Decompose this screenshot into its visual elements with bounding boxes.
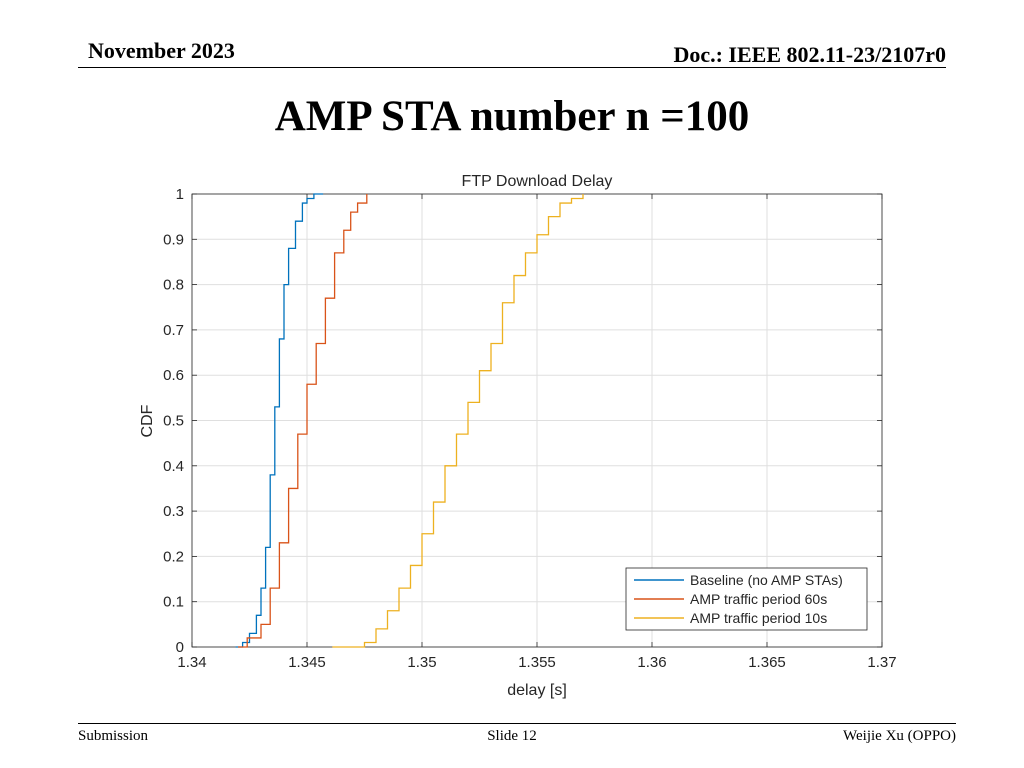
legend-label-1: Baseline (no AMP STAs) — [690, 572, 843, 588]
x-tick-label: 1.36 — [637, 654, 666, 671]
y-axis-label: CDF — [139, 404, 156, 437]
y-tick-label: 0.1 — [163, 594, 184, 611]
y-tick-label: 0.7 — [163, 322, 184, 339]
header-doc-id: Doc.: IEEE 802.11-23/2107r0 — [673, 42, 946, 67]
header-divider — [78, 67, 946, 68]
y-tick-label: 0.2 — [163, 548, 184, 565]
footer-submission: Submission — [78, 728, 149, 744]
series-line-2 — [238, 194, 368, 648]
footer-slide-number: Slide 12 — [487, 728, 537, 744]
grid-lines — [191, 193, 883, 648]
y-tick-label: 1 — [176, 186, 184, 203]
slide-title: AMP STA number n =100 — [274, 93, 750, 140]
footer-author: Weijie Xu (OPPO) — [843, 728, 956, 744]
x-tick-label: 1.37 — [867, 654, 896, 671]
x-tick-label: 1.365 — [748, 654, 786, 671]
y-tick-label: 0.6 — [163, 367, 184, 384]
y-tick-label: 0 — [176, 639, 184, 656]
y-tick-label: 0.5 — [163, 413, 184, 430]
y-tick-label: 0.3 — [163, 503, 184, 520]
x-tick-label: 1.35 — [407, 654, 436, 671]
series-line-1 — [235, 193, 324, 648]
header-date: November 2023 — [88, 38, 235, 63]
legend-label-3: AMP traffic period 10s — [690, 610, 827, 626]
y-tick-label: 0.9 — [163, 231, 184, 248]
y-tick-label: 0.4 — [163, 458, 184, 475]
legend-label-2: AMP traffic period 60s — [690, 591, 827, 607]
x-tick-label: 1.355 — [518, 654, 556, 671]
x-axis-label: delay [s] — [507, 682, 567, 699]
axis-ticks: 1.34 1.345 1.35 1.355 1.36 1.365 1.37 0 0.1 0.2 0.… — [163, 186, 896, 671]
series-line-3 — [332, 194, 584, 648]
x-tick-label: 1.345 — [288, 654, 326, 671]
series-lines — [235, 193, 584, 648]
x-tick-label: 1.34 — [177, 654, 206, 671]
chart-title: FTP Download Delay — [462, 173, 613, 190]
footer-divider — [78, 723, 956, 724]
y-tick-label: 0.8 — [163, 277, 184, 294]
legend: Baseline (no AMP STAs) AMP traffic period… — [625, 567, 868, 631]
